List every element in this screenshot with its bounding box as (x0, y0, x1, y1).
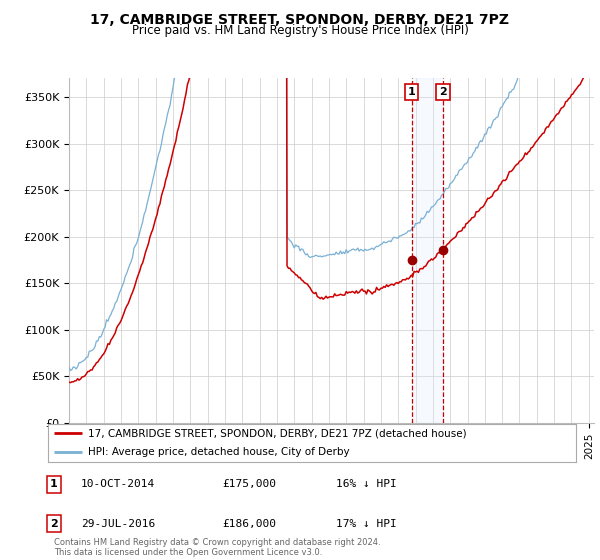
Text: 1: 1 (50, 479, 58, 489)
Text: Contains HM Land Registry data © Crown copyright and database right 2024.
This d: Contains HM Land Registry data © Crown c… (54, 538, 380, 557)
Text: 17, CAMBRIDGE STREET, SPONDON, DERBY, DE21 7PZ (detached house): 17, CAMBRIDGE STREET, SPONDON, DERBY, DE… (88, 428, 466, 438)
Text: 17, CAMBRIDGE STREET, SPONDON, DERBY, DE21 7PZ: 17, CAMBRIDGE STREET, SPONDON, DERBY, DE… (91, 13, 509, 27)
Text: £186,000: £186,000 (222, 519, 276, 529)
Text: 2: 2 (439, 87, 447, 97)
Text: £175,000: £175,000 (222, 479, 276, 489)
Text: 17% ↓ HPI: 17% ↓ HPI (336, 519, 397, 529)
Text: 2: 2 (50, 519, 58, 529)
Text: Price paid vs. HM Land Registry's House Price Index (HPI): Price paid vs. HM Land Registry's House … (131, 24, 469, 37)
Text: 1: 1 (408, 87, 416, 97)
Text: 29-JUL-2016: 29-JUL-2016 (81, 519, 155, 529)
Text: 10-OCT-2014: 10-OCT-2014 (81, 479, 155, 489)
Bar (412, 78, 443, 423)
Text: HPI: Average price, detached house, City of Derby: HPI: Average price, detached house, City… (88, 447, 349, 458)
Text: 16% ↓ HPI: 16% ↓ HPI (336, 479, 397, 489)
